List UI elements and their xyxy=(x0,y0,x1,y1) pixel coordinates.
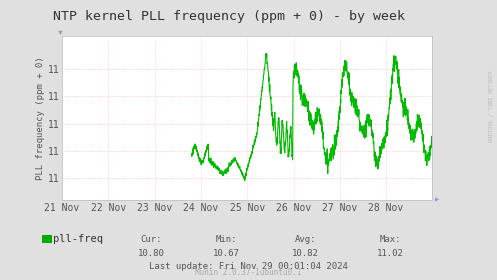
Text: 10.82: 10.82 xyxy=(292,249,319,258)
Text: Max:: Max: xyxy=(379,235,401,244)
Text: ◀: ◀ xyxy=(60,29,65,34)
Text: Munin 2.0.37-1ubuntu0.1: Munin 2.0.37-1ubuntu0.1 xyxy=(195,268,302,277)
Text: pll-freq: pll-freq xyxy=(53,234,103,244)
Text: ▶: ▶ xyxy=(435,198,439,203)
Text: Last update: Fri Nov 29 00:01:04 2024: Last update: Fri Nov 29 00:01:04 2024 xyxy=(149,262,348,271)
Text: RRDTOOL / TOBI OETIKER: RRDTOOL / TOBI OETIKER xyxy=(489,71,494,142)
Text: 11.02: 11.02 xyxy=(377,249,404,258)
Y-axis label: PLL frequency (ppm + 0): PLL frequency (ppm + 0) xyxy=(36,57,45,180)
Text: Cur:: Cur: xyxy=(141,235,163,244)
Text: NTP kernel PLL frequency (ppm + 0) - by week: NTP kernel PLL frequency (ppm + 0) - by … xyxy=(53,10,405,23)
Text: Min:: Min: xyxy=(215,235,237,244)
Text: 10.80: 10.80 xyxy=(138,249,165,258)
Text: 10.67: 10.67 xyxy=(213,249,240,258)
Text: Avg:: Avg: xyxy=(295,235,317,244)
